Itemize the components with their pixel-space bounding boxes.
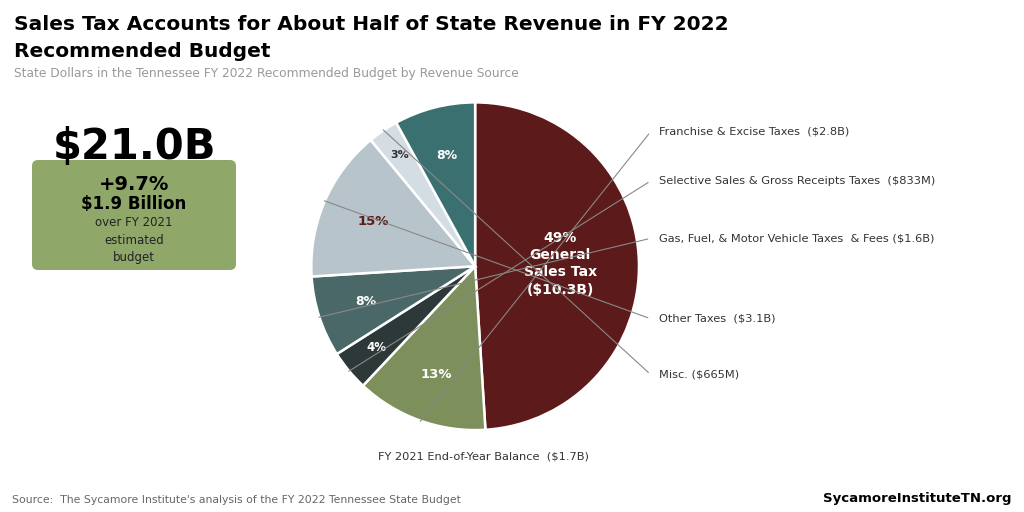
Wedge shape — [371, 123, 475, 266]
Text: over FY 2021
estimated
budget: over FY 2021 estimated budget — [95, 217, 173, 264]
Wedge shape — [311, 140, 475, 276]
Text: Misc. ($665M): Misc. ($665M) — [658, 369, 738, 379]
Text: $1.9 Billion: $1.9 Billion — [81, 195, 186, 213]
Text: Recommended Budget: Recommended Budget — [14, 42, 270, 61]
Text: 3%: 3% — [390, 150, 409, 160]
Wedge shape — [362, 266, 485, 430]
FancyBboxPatch shape — [32, 160, 236, 270]
Text: Sales Tax Accounts for About Half of State Revenue in FY 2022: Sales Tax Accounts for About Half of Sta… — [14, 15, 729, 34]
Text: State Dollars in the Tennessee FY 2022 Recommended Budget by Revenue Source: State Dollars in the Tennessee FY 2022 R… — [14, 67, 519, 80]
Text: 4%: 4% — [367, 341, 387, 354]
Wedge shape — [337, 266, 475, 386]
Text: Franchise & Excise Taxes  ($2.8B): Franchise & Excise Taxes ($2.8B) — [658, 127, 849, 137]
Text: 15%: 15% — [357, 216, 388, 228]
Text: SycamoreInstituteTN.org: SycamoreInstituteTN.org — [823, 492, 1012, 505]
Text: Other Taxes  ($3.1B): Other Taxes ($3.1B) — [658, 314, 775, 324]
Text: 8%: 8% — [436, 148, 457, 162]
Text: $21.0B: $21.0B — [53, 126, 217, 168]
Wedge shape — [475, 102, 639, 430]
Text: Source:  The Sycamore Institute's analysis of the FY 2022 Tennessee State Budget: Source: The Sycamore Institute's analysi… — [12, 495, 461, 505]
Text: 13%: 13% — [421, 368, 452, 380]
Text: Gas, Fuel, & Motor Vehicle Taxes  & Fees ($1.6B): Gas, Fuel, & Motor Vehicle Taxes & Fees … — [658, 233, 934, 243]
Wedge shape — [311, 266, 475, 354]
Text: 8%: 8% — [355, 295, 377, 308]
Text: 49%
General
Sales Tax
($10.3B): 49% General Sales Tax ($10.3B) — [523, 230, 597, 296]
Text: +9.7%: +9.7% — [98, 175, 169, 194]
Text: Selective Sales & Gross Receipts Taxes  ($833M): Selective Sales & Gross Receipts Taxes (… — [658, 176, 935, 186]
Text: FY 2021 End-of-Year Balance  ($1.7B): FY 2021 End-of-Year Balance ($1.7B) — [378, 452, 589, 461]
Wedge shape — [396, 102, 475, 266]
